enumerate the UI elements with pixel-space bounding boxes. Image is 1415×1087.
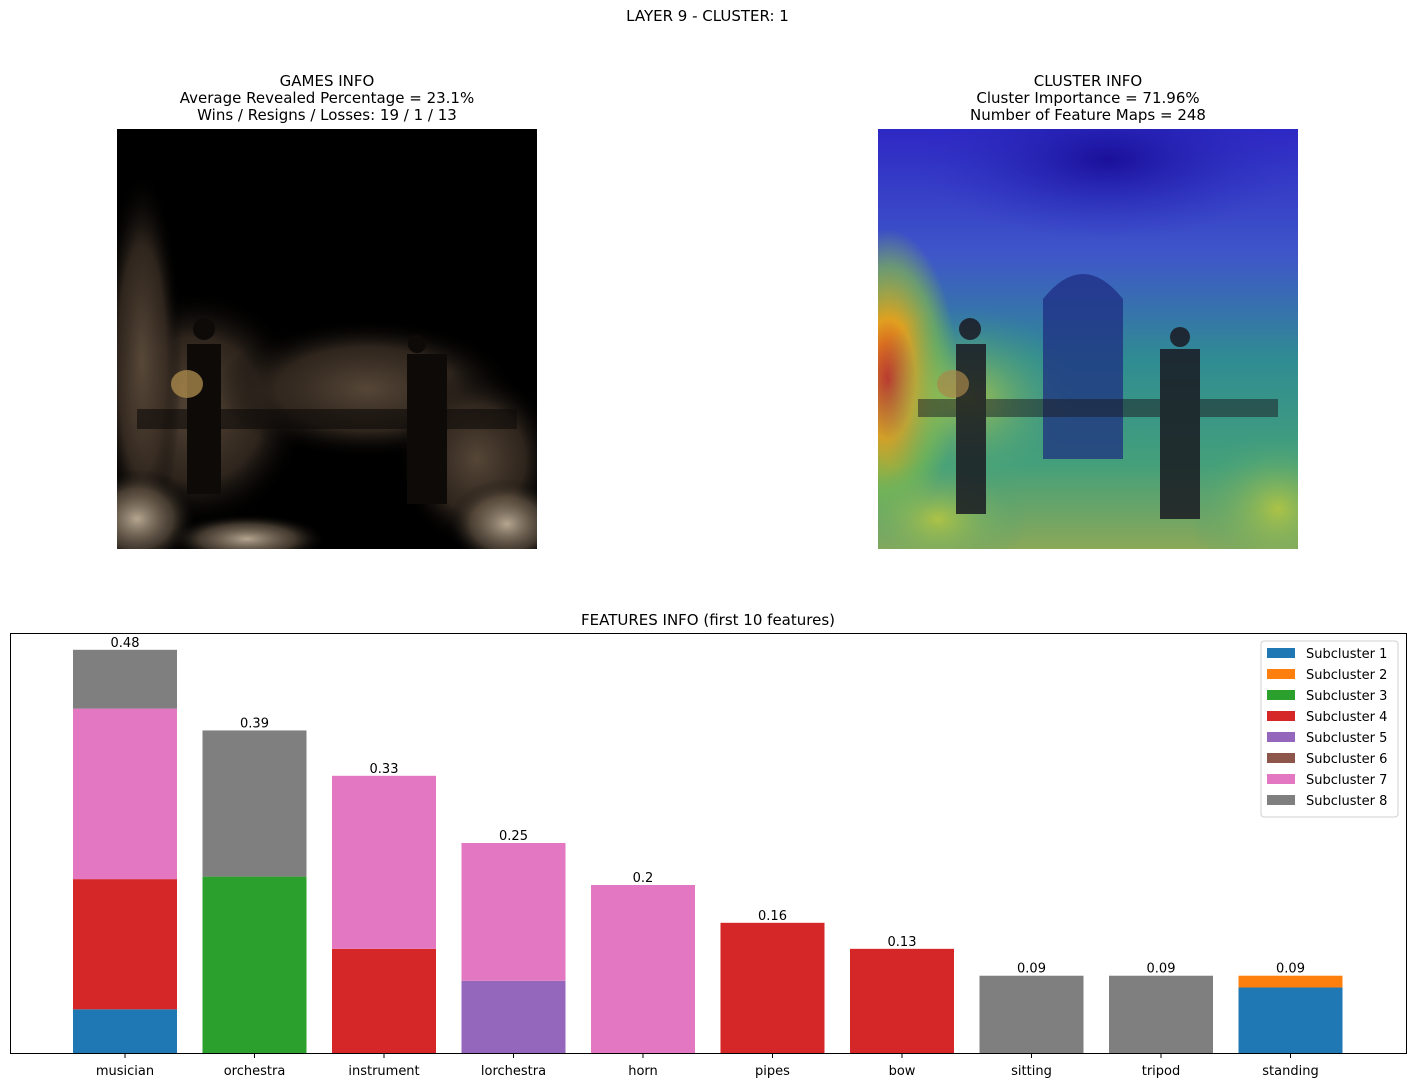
bar-total-label: 0.13 xyxy=(888,935,917,950)
legend-swatch xyxy=(1267,711,1295,721)
legend-swatch xyxy=(1267,648,1295,658)
bar-sitting-subcluster-8 xyxy=(979,975,1084,1053)
bar-total-label: 0.09 xyxy=(1147,962,1176,977)
legend-label: Subcluster 2 xyxy=(1306,668,1387,683)
bar-orchestra-subcluster-3 xyxy=(202,876,307,1053)
bar-pipes-subcluster-4 xyxy=(720,922,825,1053)
bar-standing-subcluster-1 xyxy=(1238,987,1343,1053)
legend-label: Subcluster 4 xyxy=(1306,710,1387,725)
legend-label: Subcluster 7 xyxy=(1306,773,1387,788)
bar-musician-subcluster-7 xyxy=(73,708,177,880)
bar-horn-subcluster-7 xyxy=(591,885,695,1053)
x-tick-label: sitting xyxy=(1011,1064,1052,1079)
masked-photo xyxy=(117,129,537,549)
legend-swatch xyxy=(1267,690,1295,700)
average-revealed-percentage: Average Revealed Percentage = 23.1% xyxy=(179,89,475,107)
x-tick-label: musician xyxy=(96,1064,154,1079)
bar-orchestra-subcluster-8 xyxy=(202,730,307,877)
games-info-header: GAMES INFO Average Revealed Percentage =… xyxy=(117,73,537,124)
bar-total-label: 0.33 xyxy=(370,762,399,777)
bar-musician-subcluster-8 xyxy=(73,649,177,709)
cluster-importance: Cluster Importance = 71.96% xyxy=(976,89,1200,107)
games-info-title: GAMES INFO xyxy=(279,72,375,90)
x-tick-label: standing xyxy=(1262,1064,1318,1079)
bar-musician-subcluster-1 xyxy=(73,1009,177,1053)
legend-label: Subcluster 6 xyxy=(1306,752,1387,767)
x-tick-label: horn xyxy=(628,1064,658,1079)
bar-instrument-subcluster-4 xyxy=(332,948,436,1053)
bar-tripod-subcluster-8 xyxy=(1109,975,1213,1053)
cluster-info-title: CLUSTER INFO xyxy=(1033,72,1143,90)
bar-total-label: 0.16 xyxy=(758,909,787,924)
bar-standing-subcluster-2 xyxy=(1238,975,1343,988)
cluster-info-header: CLUSTER INFO Cluster Importance = 71.96%… xyxy=(878,73,1298,124)
legend-swatch xyxy=(1267,732,1295,742)
legend-label: Subcluster 3 xyxy=(1306,689,1387,704)
legend-label: Subcluster 8 xyxy=(1306,794,1387,809)
legend-swatch xyxy=(1267,795,1295,805)
figure-title: LAYER 9 - CLUSTER: 1 xyxy=(626,7,789,25)
legend-label: Subcluster 5 xyxy=(1306,731,1387,746)
plot-frame xyxy=(10,633,1407,1054)
bar-total-label: 0.09 xyxy=(1017,962,1046,977)
bar-total-label: 0.2 xyxy=(633,871,654,886)
bar-musician-subcluster-4 xyxy=(73,879,177,1010)
bar-total-label: 0.09 xyxy=(1276,962,1305,977)
legend-swatch xyxy=(1267,774,1295,784)
legend-swatch xyxy=(1267,753,1295,763)
chart-title: FEATURES INFO (first 10 features) xyxy=(581,611,835,629)
bar-lorchestra-subcluster-5 xyxy=(461,980,566,1053)
number-of-feature-maps: Number of Feature Maps = 248 xyxy=(970,106,1206,124)
bar-total-label: 0.39 xyxy=(240,716,269,731)
bar-instrument-subcluster-7 xyxy=(332,775,436,949)
x-tick-label: tripod xyxy=(1142,1064,1181,1079)
bar-total-label: 0.48 xyxy=(111,636,140,651)
x-tick-label: pipes xyxy=(755,1064,790,1079)
bar-lorchestra-subcluster-7 xyxy=(461,843,566,981)
x-tick-label: instrument xyxy=(348,1064,419,1079)
wins-resigns-losses: Wins / Resigns / Losses: 19 / 1 / 13 xyxy=(197,106,457,124)
legend-swatch xyxy=(1267,669,1295,679)
legend-box xyxy=(1260,640,1399,818)
x-tick-label: bow xyxy=(889,1064,916,1079)
bar-bow-subcluster-4 xyxy=(850,948,954,1053)
bar-total-label: 0.25 xyxy=(499,829,528,844)
x-tick-label: lorchestra xyxy=(481,1064,546,1079)
x-tick-label: orchestra xyxy=(224,1064,286,1079)
legend-label: Subcluster 1 xyxy=(1306,647,1387,662)
heatmap-overlay-photo xyxy=(878,129,1298,549)
